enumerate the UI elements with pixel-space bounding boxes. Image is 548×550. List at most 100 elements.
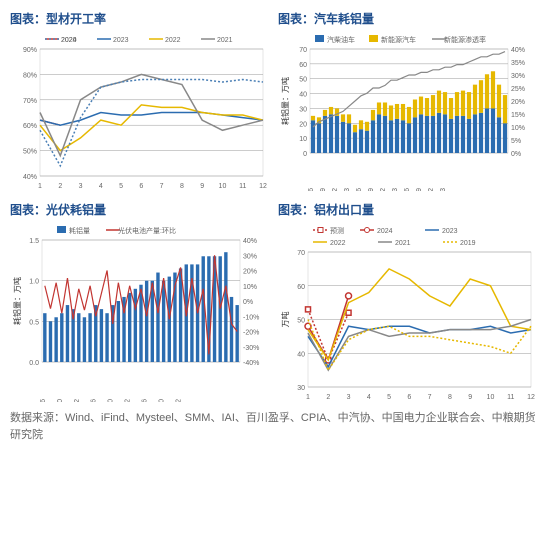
svg-text:0: 0 <box>303 151 307 158</box>
svg-text:12: 12 <box>527 394 535 401</box>
svg-text:2021: 2021 <box>395 240 411 247</box>
svg-text:2023/6: 2023/6 <box>142 399 149 402</box>
svg-text:2: 2 <box>58 183 62 190</box>
svg-text:50%: 50% <box>23 149 37 156</box>
svg-text:2022/10: 2022/10 <box>108 399 115 402</box>
svg-text:30%: 30% <box>511 73 525 80</box>
svg-text:9: 9 <box>200 183 204 190</box>
svg-text:万吨: 万吨 <box>280 312 290 328</box>
svg-text:7: 7 <box>428 394 432 401</box>
svg-text:4: 4 <box>367 394 371 401</box>
svg-text:6: 6 <box>407 394 411 401</box>
svg-text:10%: 10% <box>511 125 525 132</box>
svg-text:3: 3 <box>79 183 83 190</box>
svg-text:2024: 2024 <box>377 228 393 235</box>
chart-auto-aluminum: 图表：汽车耗铝量 汽柴油车新能源汽车新能源渗透率0102030405060700… <box>278 10 538 191</box>
svg-text:0%: 0% <box>511 151 521 158</box>
bar-line-chart: 耗铝量光伏电池产量:环比0.00.51.01.5-40%-30%-20%-10%… <box>10 222 268 402</box>
svg-text:30: 30 <box>299 106 307 113</box>
svg-text:耗铝量：万吨: 耗铝量：万吨 <box>12 277 22 325</box>
svg-text:40: 40 <box>299 92 307 99</box>
chart-pv-aluminum: 图表：光伏耗铝量 耗铝量光伏电池产量:环比0.00.51.01.5-40%-30… <box>10 201 270 402</box>
svg-text:汽柴油车: 汽柴油车 <box>327 35 355 44</box>
svg-text:2023/10: 2023/10 <box>159 399 166 402</box>
svg-text:2020: 2020 <box>61 37 77 44</box>
svg-text:40%: 40% <box>23 174 37 181</box>
svg-text:2021/12: 2021/12 <box>332 188 339 191</box>
svg-text:60%: 60% <box>23 123 37 130</box>
svg-text:10: 10 <box>487 394 495 401</box>
svg-text:2: 2 <box>326 394 330 401</box>
svg-text:9: 9 <box>468 394 472 401</box>
svg-text:-40%: -40% <box>243 360 259 367</box>
svg-text:2023/6: 2023/6 <box>404 188 411 191</box>
svg-text:0%: 0% <box>243 299 253 306</box>
svg-text:12: 12 <box>259 183 267 190</box>
svg-text:90%: 90% <box>23 47 37 54</box>
svg-text:60: 60 <box>299 62 307 69</box>
svg-text:2022: 2022 <box>330 240 346 247</box>
svg-text:2024/3: 2024/3 <box>440 188 447 191</box>
svg-text:50: 50 <box>299 77 307 84</box>
svg-text:2022/2: 2022/2 <box>74 399 81 402</box>
svg-text:4: 4 <box>99 183 103 190</box>
svg-text:70: 70 <box>299 47 307 54</box>
svg-text:1.5: 1.5 <box>29 238 39 245</box>
svg-text:10%: 10% <box>243 284 257 291</box>
svg-text:2023/9: 2023/9 <box>416 188 423 191</box>
svg-text:50: 50 <box>297 318 305 325</box>
svg-text:2021: 2021 <box>217 37 233 44</box>
svg-text:40: 40 <box>297 351 305 358</box>
svg-text:10: 10 <box>299 136 307 143</box>
svg-text:15%: 15% <box>511 112 525 119</box>
line-chart: 2024202320222021202040%50%60%70%80%90%12… <box>10 31 268 191</box>
svg-text:1.0: 1.0 <box>29 279 39 286</box>
chart-title: 图表：光伏耗铝量 <box>10 201 270 218</box>
svg-text:5: 5 <box>119 183 123 190</box>
bar-line-chart: 汽柴油车新能源汽车新能源渗透率0102030405060700%5%10%15%… <box>278 31 536 191</box>
svg-text:8: 8 <box>448 394 452 401</box>
svg-text:1: 1 <box>38 183 42 190</box>
svg-text:2022: 2022 <box>165 37 181 44</box>
svg-text:20: 20 <box>299 121 307 128</box>
svg-text:耗铝量：万吨: 耗铝量：万吨 <box>280 77 290 125</box>
svg-text:2022/3: 2022/3 <box>344 188 351 191</box>
svg-text:光伏电池产量:环比: 光伏电池产量:环比 <box>118 226 176 235</box>
svg-text:3: 3 <box>347 394 351 401</box>
svg-text:2024/2: 2024/2 <box>176 399 183 402</box>
svg-text:30: 30 <box>297 385 305 392</box>
svg-text:5%: 5% <box>511 138 521 145</box>
svg-text:-20%: -20% <box>243 330 259 337</box>
svg-text:2022/9: 2022/9 <box>368 188 375 191</box>
svg-text:2021/6: 2021/6 <box>40 399 47 402</box>
svg-text:25%: 25% <box>511 86 525 93</box>
svg-text:30%: 30% <box>243 253 257 260</box>
svg-text:20%: 20% <box>511 99 525 106</box>
svg-text:2023/12: 2023/12 <box>428 188 435 191</box>
svg-text:8: 8 <box>180 183 184 190</box>
svg-text:2023/3: 2023/3 <box>392 188 399 191</box>
svg-text:2021/10: 2021/10 <box>57 399 64 402</box>
chart-profile-operating-rate: 图表：型材开工率 2024202320222021202040%50%60%70… <box>10 10 270 191</box>
svg-text:2021/9: 2021/9 <box>320 188 327 191</box>
svg-text:新能源汽车: 新能源汽车 <box>381 35 416 44</box>
svg-text:2023/2: 2023/2 <box>125 399 132 402</box>
svg-text:2023: 2023 <box>113 37 129 44</box>
chart-title: 图表：汽车耗铝量 <box>278 10 538 27</box>
svg-text:6: 6 <box>139 183 143 190</box>
svg-text:2022/6: 2022/6 <box>91 399 98 402</box>
svg-text:11: 11 <box>239 183 246 190</box>
chart-title: 图表：铝材出口量 <box>278 201 538 218</box>
chart-export: 图表：铝材出口量 预测20242023202220212019304050607… <box>278 201 538 402</box>
svg-text:预测: 预测 <box>330 226 344 235</box>
svg-text:0.0: 0.0 <box>29 360 39 367</box>
svg-text:2022/6: 2022/6 <box>356 188 363 191</box>
svg-text:2019: 2019 <box>460 240 476 247</box>
data-source: 数据来源：Wind、iFind、Mysteel、SMM、IAI、百川盈孚、CPI… <box>10 410 538 443</box>
svg-text:耗铝量: 耗铝量 <box>69 226 90 235</box>
svg-text:2022/12: 2022/12 <box>380 188 387 191</box>
svg-text:-10%: -10% <box>243 314 259 321</box>
chart-title: 图表：型材开工率 <box>10 10 270 27</box>
svg-text:1: 1 <box>306 394 310 401</box>
svg-text:0.5: 0.5 <box>29 319 39 326</box>
